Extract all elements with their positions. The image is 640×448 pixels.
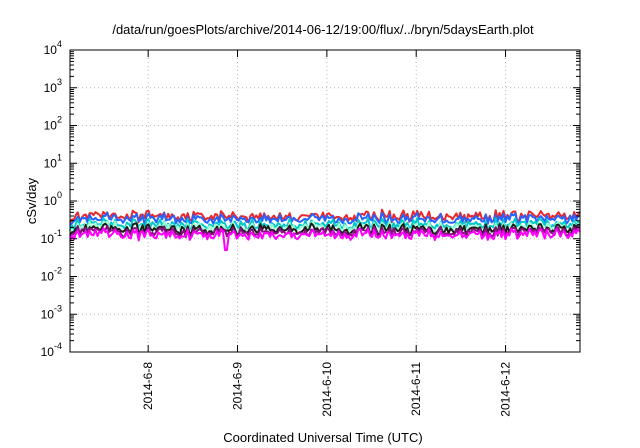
series-line [69, 227, 581, 252]
x-tick-label: 2014-6-8 [141, 362, 155, 410]
series-line [69, 211, 581, 226]
y-tick-label: 10-1 [41, 228, 62, 246]
y-tick-label: 102 [44, 115, 62, 133]
series-line [69, 225, 581, 239]
y-tick-label: 10-3 [41, 303, 62, 321]
y-tick-label: 10-4 [41, 341, 62, 359]
x-axis-label: Coordinated Universal Time (UTC) [223, 430, 422, 445]
x-tick-label: 2014-6-10 [320, 362, 334, 417]
x-tick-label: 2014-6-11 [409, 362, 423, 416]
y-tick-label: 104 [44, 39, 62, 57]
y-tick-label: 103 [44, 77, 62, 95]
series-group [69, 208, 581, 252]
y-tick-label: 100 [44, 190, 62, 208]
plot-frame [69, 49, 581, 353]
series-line [69, 217, 581, 232]
x-tick-label: 2014-6-12 [499, 362, 513, 417]
y-tick-label: 10-2 [41, 266, 62, 284]
chart-title: /data/run/goesPlots/archive/2014-06-12/1… [112, 22, 534, 37]
y-tick-label: 101 [44, 152, 62, 170]
axes: 10-4 10-3 10-2 10-1 100 101 102 103 104 2014-6-8 2… [41, 39, 580, 417]
y-axis-label: cSv/day [24, 177, 39, 224]
grid [70, 49, 580, 353]
x-tick-label: 2014-6-9 [231, 362, 245, 410]
